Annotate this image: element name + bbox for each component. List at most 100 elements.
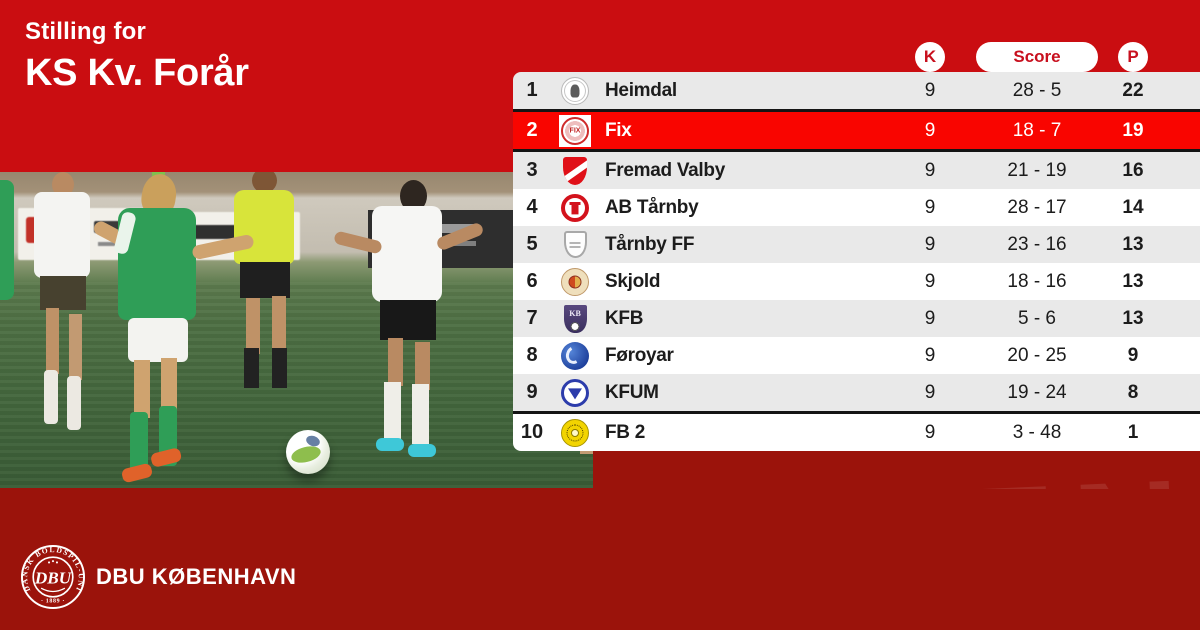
row-points: 13 (1122, 307, 1144, 329)
photo-shape (388, 338, 403, 386)
photo-shape (380, 300, 436, 340)
table-row: 8 Føroyar 9 20 - 25 9 (513, 337, 1200, 374)
row-position: 10 (520, 421, 544, 443)
photo-shape (244, 348, 259, 388)
team-logo-tile (559, 377, 591, 409)
team-name: Fix (605, 119, 632, 141)
team-name: Tårnby FF (605, 233, 695, 255)
player-green-far-left (0, 180, 14, 300)
table-row: 3 Fremad Valby 9 21 - 19 16 (513, 152, 1200, 189)
table-row: 9 KFUM 9 19 - 24 8 (513, 374, 1200, 411)
row-position: 6 (526, 270, 538, 292)
row-points: 14 (1122, 196, 1144, 218)
photo-shape (34, 192, 90, 278)
page-title: KS Kv. Forår (25, 52, 249, 94)
referee-figure (252, 172, 277, 193)
header: Stilling for KS Kv. Forår (25, 18, 249, 95)
row-points: 13 (1122, 270, 1144, 292)
foeroyar-crest-icon (561, 341, 589, 370)
photo-shape (272, 348, 287, 388)
row-matches: 9 (924, 159, 936, 181)
table-row: 6 Skjold 9 18 - 16 13 (513, 263, 1200, 300)
team-name: KFUM (605, 381, 659, 403)
photo-shape (118, 208, 196, 320)
row-matches: 9 (924, 79, 936, 101)
row-score: 23 - 16 (1007, 233, 1067, 255)
fb-2-crest-icon (561, 418, 589, 447)
team-logo-tile (559, 417, 591, 449)
column-header-matches: K (915, 42, 945, 72)
photo-shape (130, 412, 148, 472)
team-logo-tile (559, 192, 591, 224)
row-points: 16 (1122, 159, 1144, 181)
kfb-crest-icon (563, 304, 587, 333)
seal-center-text: DBU (34, 569, 73, 588)
row-matches: 9 (924, 233, 936, 255)
dbu-seal-logo: DANSK BOLDSPIL-UNION · 1889 · DBU (20, 544, 86, 610)
row-points: 13 (1122, 233, 1144, 255)
standings-table: 1 Heimdal 9 28 - 5 22 2 Fix 9 18 - 7 1 9 … (513, 72, 1200, 451)
row-score: 18 - 7 (1012, 119, 1062, 141)
skjold-crest-icon (561, 267, 589, 296)
team-logo-tile (559, 114, 591, 147)
row-matches: 9 (924, 307, 936, 329)
row-matches: 9 (924, 270, 936, 292)
row-position: 8 (526, 344, 538, 366)
team-logo-tile (559, 303, 591, 335)
fremad-valby-crest-icon (563, 156, 587, 185)
row-position: 3 (526, 159, 538, 181)
table-column-headers: K Score P (513, 42, 1200, 72)
player-white-left (52, 172, 74, 197)
photo-shape (44, 370, 58, 424)
row-matches: 9 (924, 421, 936, 443)
team-name: Heimdal (605, 79, 677, 101)
team-logo-tile (559, 155, 591, 187)
row-position: 1 (526, 79, 538, 101)
dbu-watermark-icon: KØBENHAVN (575, 451, 1200, 489)
table-row: 4 AB Tårnby 9 28 - 17 14 (513, 189, 1200, 226)
photo-shape (376, 438, 404, 451)
match-photo (0, 172, 593, 488)
team-name: AB Tårnby (605, 196, 699, 218)
kfum-crest-icon (561, 378, 589, 407)
row-position: 5 (526, 233, 538, 255)
row-position: 7 (526, 307, 538, 329)
taarnby-ff-crest-icon (563, 231, 587, 258)
soccer-ball-icon (286, 430, 330, 474)
photo-shape (46, 308, 59, 374)
column-header-score: Score (976, 42, 1098, 72)
row-matches: 9 (924, 344, 936, 366)
photo-shape (234, 190, 294, 264)
team-logo-tile (559, 340, 591, 372)
row-score: 5 - 6 (1017, 307, 1057, 329)
row-score: 3 - 48 (1012, 421, 1062, 443)
footer-brand: DANSK BOLDSPIL-UNION · 1889 · DBU DBU KØ… (20, 544, 296, 610)
photo-shape (240, 262, 290, 298)
row-matches: 9 (924, 196, 936, 218)
row-position: 4 (526, 196, 538, 218)
row-score: 28 - 5 (1012, 79, 1062, 101)
photo-shape (372, 206, 442, 302)
row-points: 1 (1127, 421, 1139, 443)
table-row: 5 Tårnby FF 9 23 - 16 13 (513, 226, 1200, 263)
photo-shape (134, 360, 150, 418)
photo-shape (128, 318, 188, 362)
row-position: 2 (526, 119, 538, 141)
row-score: 20 - 25 (1007, 344, 1067, 366)
row-position: 9 (526, 381, 538, 403)
row-matches: 9 (924, 381, 936, 403)
table-row: 10 FB 2 9 3 - 48 1 (513, 411, 1200, 451)
row-score: 21 - 19 (1007, 159, 1067, 181)
team-logo-tile (559, 266, 591, 298)
brand-name: DBU KØBENHAVN (96, 564, 297, 589)
team-name: Føroyar (605, 344, 674, 366)
row-points: 9 (1127, 344, 1139, 366)
row-score: 28 - 17 (1007, 196, 1067, 218)
team-name: KFB (605, 307, 644, 329)
subtitle: Stilling for (25, 18, 147, 45)
row-points: 22 (1122, 79, 1144, 101)
row-points: 8 (1127, 381, 1139, 403)
team-logo-tile (559, 75, 591, 107)
seal-year: · 1889 · (41, 599, 65, 605)
team-name: Fremad Valby (605, 159, 725, 181)
